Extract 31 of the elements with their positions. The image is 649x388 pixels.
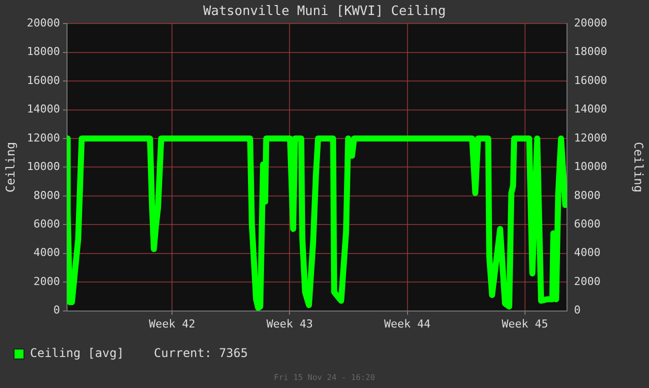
- text: Current: 7365: [154, 346, 248, 360]
- y-tick-label: 0: [53, 304, 60, 317]
- y2-axis-title: Ceiling: [632, 142, 646, 192]
- y-tick-label: 10000: [26, 160, 60, 174]
- y-tick-label: 6000: [34, 218, 60, 230]
- y2-tick-label: 14000: [574, 102, 608, 116]
- y-tick-label: 8000: [34, 188, 60, 202]
- y2-tick-label: 6000: [574, 218, 600, 230]
- y2-tick-label: 16000: [574, 74, 608, 87]
- legend-label: Ceiling [avg]: [30, 346, 124, 360]
- y-tick-label: 18000: [26, 45, 60, 58]
- y2-tick-label: 8000: [574, 188, 600, 202]
- y2-tick-label: 2000: [574, 274, 600, 288]
- chart-title: Watsonville Muni [KWVI] Ceiling: [203, 4, 446, 20]
- y-tick-label: 16000: [26, 74, 60, 87]
- x-tick-label: Week 43: [266, 317, 313, 330]
- y2-tick-label: 18000: [574, 45, 608, 58]
- y2-tick-label: 12000: [574, 131, 608, 144]
- y2-tick-label: 20000: [574, 16, 608, 30]
- x-tick-label: Week 42: [148, 317, 196, 330]
- y2-tick-label: 10000: [574, 160, 608, 174]
- y2-tick-label: 4000: [574, 246, 600, 260]
- y2-tick-label: 0: [574, 304, 581, 317]
- y-tick-label: 2000: [34, 274, 60, 288]
- x-tick-label: Week 45: [502, 317, 548, 330]
- y-axis-title: Ceiling: [3, 142, 18, 192]
- y-tick-label: 14000: [26, 102, 60, 116]
- y-tick-label: 20000: [26, 16, 60, 30]
- x-tick-label: Week 44: [384, 317, 431, 330]
- y-tick-label: 4000: [34, 246, 60, 260]
- y-tick-label: 12000: [26, 131, 60, 144]
